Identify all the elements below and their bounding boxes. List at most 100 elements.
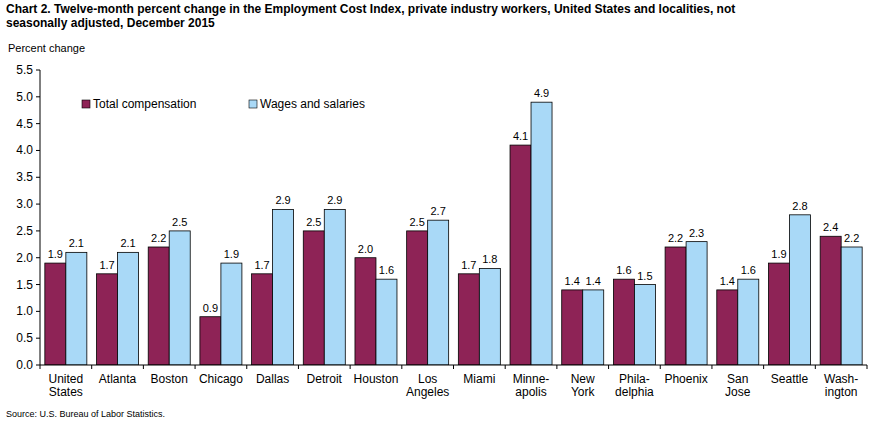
data-label: 4.9 [534,87,549,99]
bar [66,252,87,365]
x-tick-label: LosAngeles [406,372,449,399]
y-tick-label: 3.0 [16,197,33,211]
data-label: 2.2 [844,232,859,244]
bar [169,231,190,365]
bar [458,274,479,365]
bar [118,252,139,365]
bar [479,268,500,365]
x-tick-label: Atlanta [99,372,137,386]
x-tick [815,365,816,369]
bar [841,247,862,365]
data-label: 4.1 [513,130,528,142]
x-tick [350,365,351,369]
x-tick-label: Wash-ington [824,372,858,399]
x-tick [556,365,557,369]
x-tick-label: SanJose [725,372,751,399]
bar [407,231,428,365]
y-tick [36,177,40,178]
bar [717,290,738,365]
bar [303,231,324,365]
y-tick [36,257,40,258]
y-tick-label: 4.5 [16,117,33,131]
data-label: 1.6 [741,264,756,276]
data-label: 2.1 [69,237,84,249]
data-label: 1.6 [379,264,394,276]
y-tick-label: 2.0 [16,251,33,265]
bar [428,220,449,365]
y-tick [36,96,40,97]
bar [820,236,841,365]
x-tick [91,365,92,369]
bar [97,274,118,365]
x-tick [867,365,868,369]
data-label: 1.5 [637,270,652,282]
data-label: 2.7 [431,205,446,217]
x-tick-label: Chicago [199,372,243,386]
x-tick [401,365,402,369]
bar [562,290,583,365]
x-tick [608,365,609,369]
y-tick [36,311,40,312]
legend-label: Total compensation [93,97,196,111]
x-tick [195,365,196,369]
x-tick-label: Miami [463,372,495,386]
bar [686,242,707,365]
bar [531,102,552,365]
x-tick-label: Phoenix [664,372,707,386]
data-label: 1.9 [48,248,63,260]
data-label: 1.9 [224,248,239,260]
x-tick-label: Phila-delphia [615,372,654,399]
y-tick-label: 1.5 [16,278,33,292]
bar [252,274,273,365]
legend: Total compensation Wages and salaries [82,97,365,111]
bar [148,247,169,365]
y-tick [36,284,40,285]
source-note: Source: U.S. Bureau of Labor Statistics. [6,409,165,419]
y-axis [40,70,41,365]
x-tick [246,365,247,369]
data-label: 2.5 [172,216,187,228]
data-label: 1.9 [771,248,786,260]
data-label: 1.8 [482,253,497,265]
data-label: 2.1 [120,237,135,249]
bar [355,258,376,365]
y-tick-label: 0.0 [16,358,33,372]
x-tick [40,365,41,369]
bar [789,215,810,365]
x-tick-label: Dallas [256,372,289,386]
chart: Chart 2. Twelve-month percent change in … [0,0,875,429]
data-label: 2.8 [792,200,807,212]
x-tick-label: Boston [151,372,188,386]
data-label: 1.7 [99,259,114,271]
y-tick-label: 5.0 [16,90,33,104]
data-label: 2.9 [327,194,342,206]
bar [376,279,397,365]
x-tick-label: UnitedStates [49,372,84,399]
x-tick [660,365,661,369]
data-label: 2.5 [410,216,425,228]
bar [665,247,686,365]
y-tick-label: 4.0 [16,143,33,157]
bar [613,279,634,365]
data-label: 2.0 [358,243,373,255]
legend-swatch [249,100,257,108]
legend-label: Wages and salaries [260,97,365,111]
data-label: 2.5 [306,216,321,228]
data-label: 1.4 [586,275,601,287]
bar [221,263,242,365]
y-tick-label: 5.5 [16,63,33,77]
bar [324,209,345,365]
y-axis-label: Percent change [8,42,85,54]
bar [768,263,789,365]
x-tick-label: NewYork [571,372,596,399]
x-tick [143,365,144,369]
data-label: 1.4 [720,275,735,287]
bar [583,290,604,365]
y-tick-label: 1.0 [16,304,33,318]
y-tick-label: 2.5 [16,224,33,238]
data-label: 1.7 [461,259,476,271]
data-label: 1.6 [616,264,631,276]
y-tick [36,204,40,205]
data-label: 2.2 [668,232,683,244]
x-tick-label: Seattle [771,372,809,386]
